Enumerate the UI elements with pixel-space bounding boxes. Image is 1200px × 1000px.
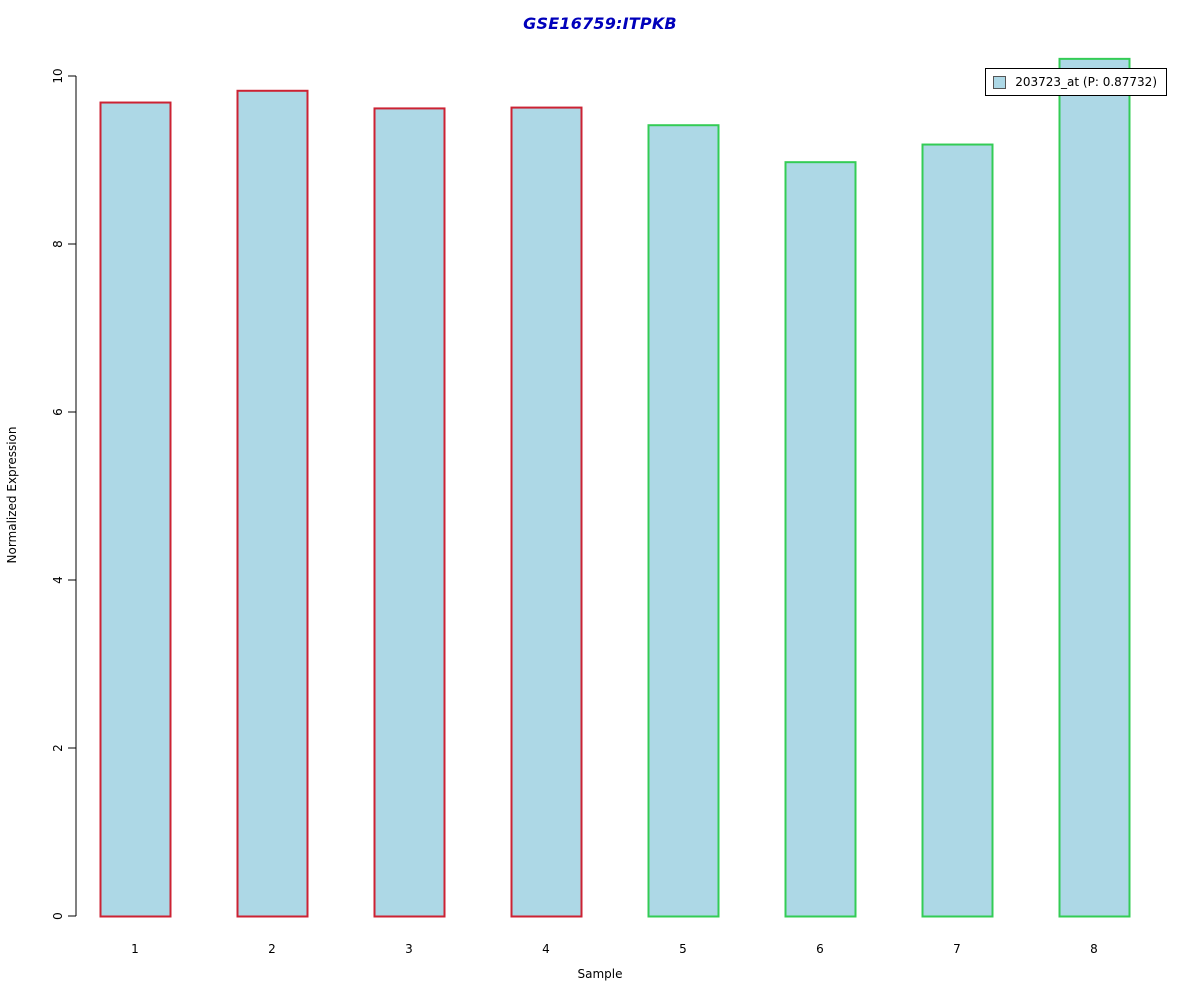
x-tick-label: 4 [542, 942, 550, 956]
legend-item-label: 203723_at (P: 0.87732) [1015, 75, 1157, 89]
bar-2[interactable] [236, 89, 309, 918]
bar-6[interactable] [784, 161, 857, 918]
x-axis-title: Sample [578, 967, 623, 981]
x-tick-label: 3 [405, 942, 413, 956]
page-title: GSE16759:ITPKB [523, 14, 677, 33]
bar-1[interactable] [99, 101, 172, 918]
bar-5[interactable] [647, 124, 720, 918]
y-tick-label: 2 [51, 744, 65, 752]
bar-7[interactable] [921, 143, 994, 918]
bar-3[interactable] [373, 107, 446, 918]
x-tick-label: 5 [679, 942, 687, 956]
legend: 203723_at (P: 0.87732) [985, 68, 1167, 96]
x-tick-label: 8 [1090, 942, 1098, 956]
bar-4[interactable] [510, 106, 583, 918]
y-tick-label: 6 [51, 408, 65, 416]
x-tick-label: 6 [816, 942, 824, 956]
legend-swatch-icon [993, 75, 1007, 89]
bars-group [99, 57, 1131, 918]
y-axis-title: Normalized Expression [5, 426, 19, 563]
x-tick-label: 2 [268, 942, 276, 956]
y-tick-label: 8 [51, 240, 65, 248]
x-tick-label: 7 [953, 942, 961, 956]
bar-8[interactable] [1058, 57, 1131, 918]
x-axis-ticks: 1 2 3 4 5 6 7 8 [131, 942, 1098, 956]
y-tick-label: 0 [51, 912, 65, 920]
y-tick-label: 10 [51, 68, 65, 83]
y-axis-ticks: 0 2 4 6 8 10 [51, 68, 76, 920]
y-tick-label: 4 [51, 576, 65, 584]
x-tick-label: 1 [131, 942, 139, 956]
